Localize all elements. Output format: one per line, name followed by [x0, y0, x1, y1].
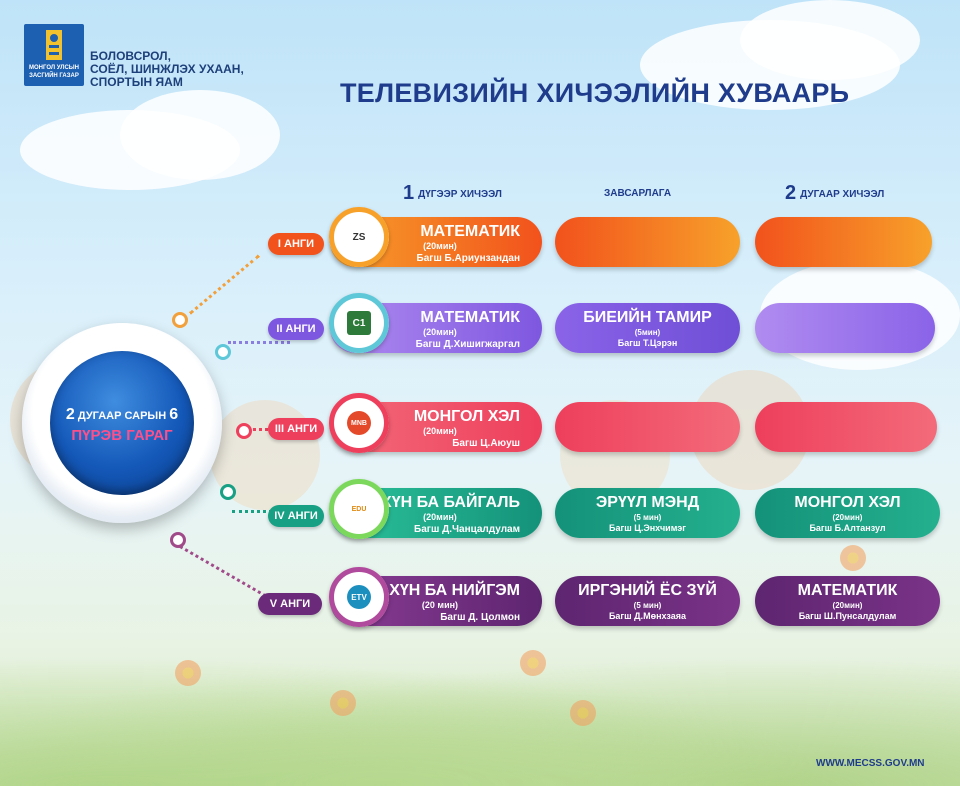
lesson2-cell-empty: [755, 217, 932, 267]
column-header-first: 1 ДҮГЭЭР ХИЧЭЭЛ: [403, 182, 502, 204]
connector-node-5: [170, 532, 186, 548]
break-cell: ЭРҮҮЛ МЭНД (5 мин) Багш Ц.Энхчимэг: [555, 488, 740, 538]
ministry-name: БОЛОВСРОЛ, СОЁЛ, ШИНЖЛЭХ УХААН, СПОРТЫН …: [90, 49, 244, 89]
connector-2: [228, 341, 290, 344]
date-text: 2 ДУГААР САРЫН 6: [65, 406, 179, 423]
etv-channel-icon: ETV: [347, 585, 371, 609]
column-header-break: ЗАВСАРЛАГА: [604, 188, 672, 199]
c1-channel-icon: C1: [347, 311, 371, 335]
edu-channel-icon: EDU: [351, 505, 367, 513]
grade-label: I АНГИ: [268, 233, 324, 255]
logo-caption: МОНГОЛ УЛСЫН ЗАСГИЙН ГАЗАР: [29, 65, 79, 79]
channel-logo: ETV: [329, 567, 389, 627]
connector-node-4: [220, 484, 236, 500]
connector-node-2: [215, 344, 231, 360]
grade-label: V АНГИ: [258, 593, 322, 615]
lesson2-cell-empty: [755, 303, 935, 353]
break-cell-empty: [555, 402, 740, 452]
lesson2-cell: МОНГОЛ ХЭЛ (20мин) Багш Б.Алтанзул: [755, 488, 940, 538]
grade-label: III АНГИ: [268, 418, 324, 440]
website-link[interactable]: WWW.MECSS.GOV.MN: [816, 758, 925, 769]
zs-channel-icon: ZS: [352, 231, 366, 243]
grade-label: IV АНГИ: [268, 505, 324, 527]
connector-4: [232, 510, 290, 513]
grade-label: II АНГИ: [268, 318, 324, 340]
page-title: ТЕЛЕВИЗИЙН ХИЧЭЭЛИЙН ХУВААРЬ: [340, 78, 850, 108]
connector-3: [246, 428, 276, 431]
government-logo: МОНГОЛ УЛСЫН ЗАСГИЙН ГАЗАР: [24, 24, 84, 86]
channel-logo: C1: [329, 293, 389, 353]
connector-node-3: [236, 423, 252, 439]
channel-logo: ZS: [329, 207, 389, 267]
mnb-channel-icon: MNB: [347, 411, 371, 435]
soyombo-icon: [46, 30, 62, 60]
break-cell: БИЕИЙН ТАМИР (5мин) Багш Т.Цэрэн: [555, 303, 740, 353]
lesson2-cell: МАТЕМАТИК (20мин) Багш Ш.Пунсалдулам: [755, 576, 940, 626]
lesson2-cell-empty: [755, 402, 937, 452]
date-badge: 2 ДУГААР САРЫН 6 ПҮРЭВ ГАРАГ: [22, 323, 222, 523]
column-header-second: 2 ДУГААР ХИЧЭЭЛ: [785, 182, 885, 204]
weekday-text: ПҮРЭВ ГАРАГ: [71, 427, 173, 444]
break-cell: ИРГЭНИЙ ЁС ЗҮЙ (5 мин) Багш Д.Мөнхзаяа: [555, 576, 740, 626]
channel-logo: EDU: [329, 479, 389, 539]
connector-node-1: [172, 312, 188, 328]
break-cell-empty: [555, 217, 740, 267]
channel-logo: MNB: [329, 393, 389, 453]
